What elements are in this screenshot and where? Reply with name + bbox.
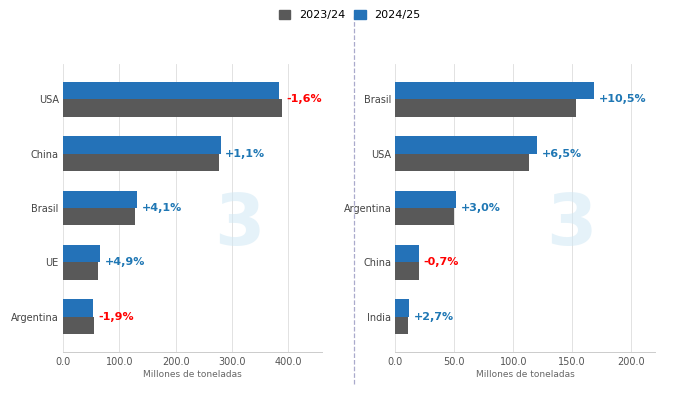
Text: +1,1%: +1,1% <box>225 149 265 159</box>
Bar <box>395 245 419 262</box>
Bar <box>63 262 99 280</box>
X-axis label: Millones de toneladas: Millones de toneladas <box>143 370 242 379</box>
Text: +6,5%: +6,5% <box>541 149 582 159</box>
Bar <box>63 154 219 171</box>
Text: +10,5%: +10,5% <box>599 94 647 104</box>
Bar <box>63 82 279 99</box>
Bar <box>395 317 408 334</box>
Bar <box>395 99 575 117</box>
Bar <box>63 317 94 334</box>
Bar <box>395 82 594 99</box>
Text: -1,6%: -1,6% <box>287 94 322 104</box>
Bar <box>395 136 537 154</box>
Text: 3: 3 <box>547 191 597 260</box>
Text: 3: 3 <box>214 191 265 260</box>
Text: +2,7%: +2,7% <box>414 312 454 322</box>
Bar <box>63 136 220 154</box>
Bar <box>395 191 456 208</box>
Bar <box>63 245 100 262</box>
Bar <box>395 299 409 317</box>
Bar <box>395 262 419 280</box>
Text: +3,0%: +3,0% <box>461 203 500 213</box>
Text: -1,9%: -1,9% <box>99 312 134 322</box>
Text: -0,7%: -0,7% <box>424 257 459 267</box>
Bar <box>63 299 93 317</box>
Legend: 2023/24, 2024/25: 2023/24, 2024/25 <box>275 6 425 25</box>
Bar <box>395 154 528 171</box>
Bar <box>63 208 134 225</box>
Bar <box>63 191 137 208</box>
Bar <box>63 99 282 117</box>
X-axis label: Millones de toneladas: Millones de toneladas <box>475 370 575 379</box>
Text: +4,1%: +4,1% <box>142 203 182 213</box>
Bar <box>395 208 454 225</box>
Text: +4,9%: +4,9% <box>105 257 145 267</box>
